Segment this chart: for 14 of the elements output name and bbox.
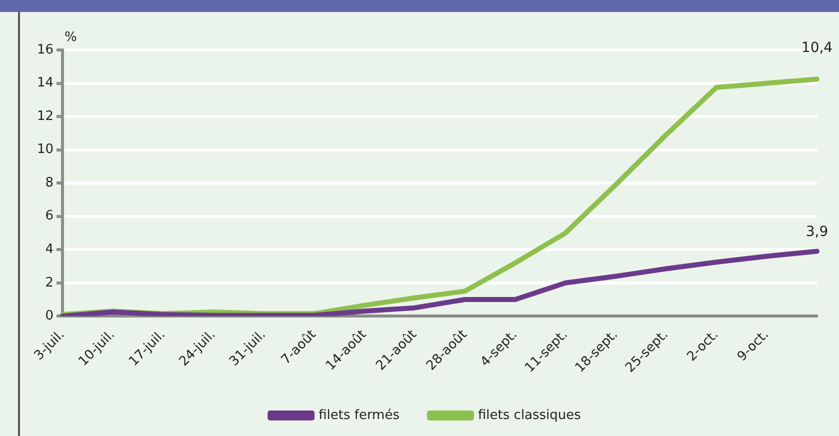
annotation: 10,4 — [801, 40, 833, 56]
y-tick-label: 10 — [36, 142, 54, 158]
y-tick-label: 0 — [45, 308, 54, 324]
y-axis-title: % — [64, 30, 77, 45]
data-label: 3,9 — [806, 224, 828, 240]
y-tick-label: 8 — [45, 175, 54, 190]
y-tick-label: 4 — [45, 242, 54, 257]
y-tick-label: 14 — [36, 76, 54, 91]
legend-label: filets fermés — [318, 408, 400, 423]
y-tick-label: 2 — [45, 275, 54, 290]
legend-label: filets classiques — [478, 408, 582, 423]
y-tick-label: 16 — [36, 42, 54, 58]
y-tick-label: 12 — [36, 108, 54, 124]
y-tick-label: 6 — [45, 208, 54, 224]
